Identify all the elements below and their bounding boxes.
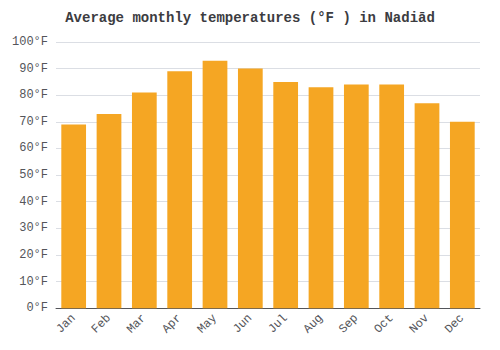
svg-text:50°F: 50°F (19, 168, 48, 182)
svg-text:Nov: Nov (407, 311, 432, 336)
svg-text:70°F: 70°F (19, 115, 48, 129)
svg-text:20°F: 20°F (19, 248, 48, 262)
svg-text:Average monthly temperatures (: Average monthly temperatures (°F ) in Na… (65, 10, 435, 26)
svg-text:Jun: Jun (230, 311, 255, 336)
svg-text:Jul: Jul (265, 311, 290, 336)
svg-text:Jan: Jan (53, 311, 78, 336)
svg-text:May: May (195, 311, 220, 336)
svg-text:10°F: 10°F (19, 275, 48, 289)
svg-text:Mar: Mar (124, 311, 149, 336)
svg-text:Aug: Aug (301, 311, 326, 336)
svg-text:Feb: Feb (89, 311, 114, 336)
svg-text:Apr: Apr (159, 311, 184, 336)
svg-text:Oct: Oct (371, 311, 396, 336)
svg-text:Sep: Sep (336, 311, 361, 336)
svg-text:80°F: 80°F (19, 88, 48, 102)
svg-text:Dec: Dec (442, 311, 467, 336)
svg-text:90°F: 90°F (19, 62, 48, 76)
svg-text:60°F: 60°F (19, 141, 48, 155)
svg-text:40°F: 40°F (19, 195, 48, 209)
svg-text:100°F: 100°F (12, 35, 48, 49)
svg-text:30°F: 30°F (19, 221, 48, 235)
svg-text:0°F: 0°F (26, 301, 48, 315)
